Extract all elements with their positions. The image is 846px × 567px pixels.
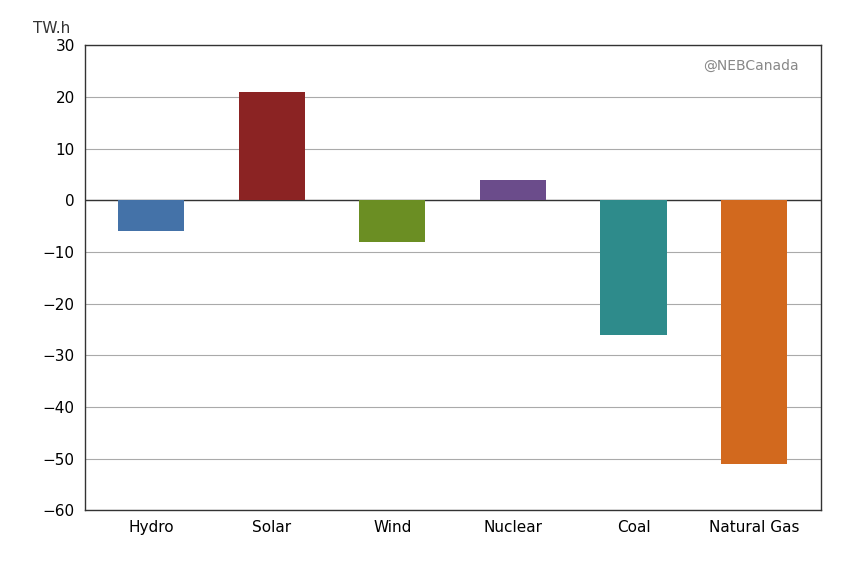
Bar	[239, 92, 305, 200]
Bar	[118, 200, 184, 231]
Bar	[721, 200, 787, 464]
Text: TW.h: TW.h	[33, 21, 70, 36]
Bar	[601, 200, 667, 335]
Bar	[360, 200, 426, 242]
Text: @NEBCanada: @NEBCanada	[703, 60, 799, 73]
Bar	[480, 180, 546, 200]
